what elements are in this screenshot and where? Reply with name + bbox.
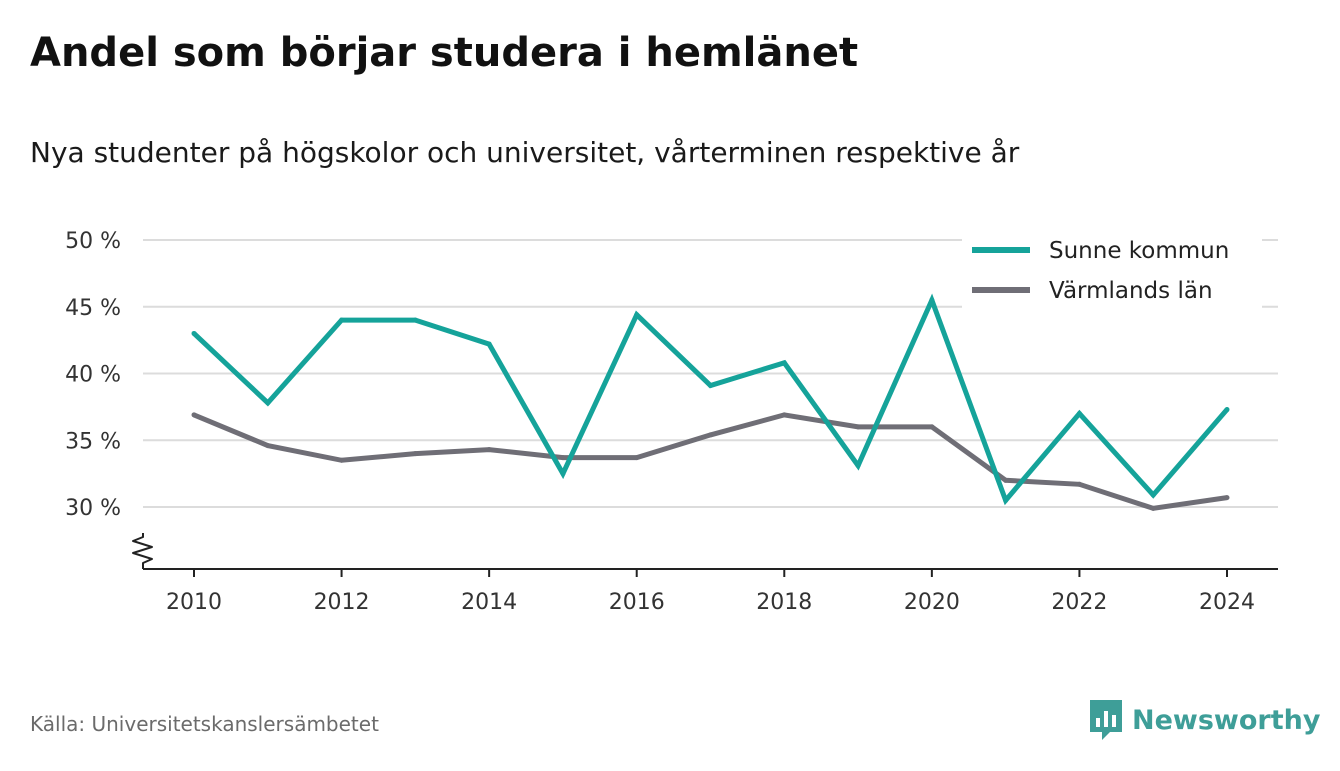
- x-tick-label: 2020: [904, 590, 960, 615]
- data-point: [634, 455, 640, 461]
- data-point: [708, 383, 713, 389]
- data-point: [1003, 477, 1009, 483]
- data-point: [560, 471, 566, 477]
- data-point: [486, 341, 492, 347]
- x-tick-label: 2010: [166, 590, 222, 615]
- legend-label: Värmlands län: [1049, 278, 1213, 304]
- y-tick-label: 35 %: [65, 429, 121, 454]
- bar-chart-icon: [1090, 700, 1122, 740]
- legend: Sunne kommun Värmlands län: [962, 228, 1262, 310]
- data-point: [486, 447, 492, 453]
- brand-name: Newsworthy: [1132, 704, 1321, 736]
- data-point: [265, 443, 271, 449]
- data-point: [191, 412, 197, 418]
- legend-label: Sunne kommun: [1049, 238, 1229, 264]
- x-tick-label: 2022: [1051, 590, 1107, 615]
- data-point: [855, 463, 861, 469]
- x-tick-label: 2012: [314, 590, 370, 615]
- data-point: [708, 432, 713, 438]
- x-tick-label: 2014: [461, 590, 517, 615]
- data-point: [1003, 497, 1009, 503]
- y-tick-label: 50 %: [65, 229, 121, 254]
- data-point: [855, 424, 861, 430]
- data-point: [1076, 411, 1082, 417]
- brand-logo: Newsworthy: [1088, 698, 1320, 742]
- data-point: [560, 455, 566, 461]
- data-point: [1150, 492, 1156, 498]
- y-tick-label: 45 %: [65, 296, 121, 321]
- y-axis-break: [132, 533, 153, 569]
- data-point: [339, 317, 345, 323]
- data-point: [339, 457, 345, 463]
- data-point: [1076, 481, 1082, 487]
- axes: 30 % 35 % 40 % 45 % 50 % 2010 2012 2014 2016 2018…: [65, 229, 1278, 615]
- y-tick-label: 40 %: [65, 363, 121, 388]
- data-point: [265, 400, 271, 406]
- data-point: [781, 412, 787, 418]
- series-line-1: [193, 412, 1228, 511]
- legend-background: [962, 228, 1262, 310]
- data-point: [781, 360, 787, 366]
- data-point: [929, 297, 935, 303]
- data-point: [634, 312, 640, 318]
- x-tick-label: 2024: [1199, 590, 1255, 615]
- data-point: [929, 424, 935, 430]
- y-tick-label: 30 %: [65, 496, 121, 521]
- chart-subtitle: Nya studenter på högskolor och universit…: [30, 136, 1020, 169]
- series-line-0: [192, 293, 1229, 506]
- data-point: [1224, 495, 1230, 501]
- source-note: Källa: Universitetskanslersämbetet: [30, 712, 379, 736]
- series-lines: [191, 293, 1230, 511]
- chart-title: Andel som börjar studera i hemlänet: [30, 30, 859, 76]
- data-point: [412, 317, 418, 323]
- data-point: [191, 330, 197, 336]
- data-point: [412, 451, 418, 457]
- x-tick-label: 2016: [609, 590, 665, 615]
- data-point: [1224, 407, 1230, 413]
- x-tick-label: 2018: [756, 590, 812, 615]
- data-point: [1150, 505, 1156, 511]
